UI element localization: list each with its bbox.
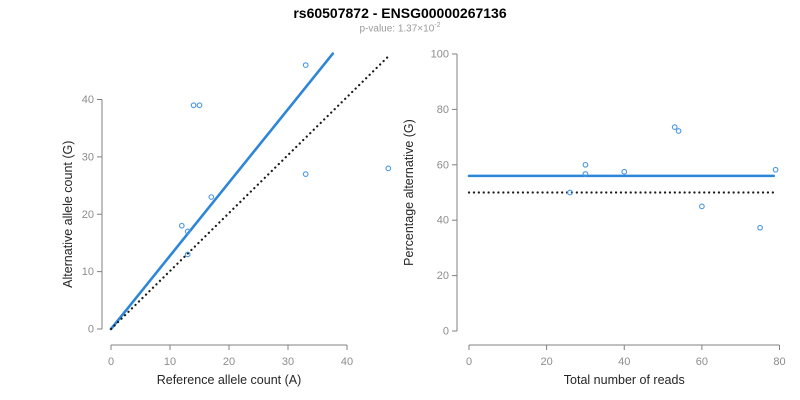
- y-tick-label: 20: [437, 270, 449, 282]
- data-point: [184, 228, 191, 235]
- data-point: [582, 161, 589, 168]
- regression-line: [109, 52, 335, 331]
- x-tick-label: 0: [466, 356, 472, 368]
- y-tick-label: 100: [431, 49, 449, 61]
- x-tick-label: 10: [164, 356, 176, 368]
- data-point: [302, 171, 309, 177]
- x-tick-label: 0: [108, 356, 114, 368]
- x-tick-label: 20: [541, 356, 553, 368]
- p-value-text: p-value: 1.37×10: [359, 23, 435, 35]
- x-tick-label: 20: [223, 356, 235, 368]
- y-tick-label: 60: [437, 159, 449, 171]
- data-point: [757, 224, 763, 231]
- y-axis-title: Alternative allele count (G): [61, 141, 75, 288]
- data-point: [184, 251, 191, 258]
- data-point: [772, 166, 779, 173]
- x-tick-label: 30: [282, 356, 294, 368]
- y-tick-label: 40: [437, 215, 449, 227]
- plot-title: rs60507872 - ENSG00000267136: [293, 5, 507, 21]
- data-point: [671, 124, 678, 130]
- y-tick-label: 0: [88, 324, 94, 336]
- data-point: [208, 194, 215, 200]
- data-point: [178, 222, 185, 229]
- x-axis-title: Total number of reads: [564, 373, 685, 387]
- data-point: [196, 102, 203, 109]
- data-point: [190, 102, 197, 109]
- x-tick-label: 80: [773, 356, 785, 368]
- panel-allele-counts: 0 10 20 30 40 0 10 20 30 40 Reference allele count…: [61, 52, 392, 387]
- y-tick-label: 10: [82, 266, 94, 278]
- x-tick-label: 60: [696, 356, 708, 368]
- data-point: [567, 189, 573, 196]
- y-tick-label: 30: [82, 151, 94, 163]
- panel-percentage-vs-reads: 0 20 40 60 80 100 0 20 40 60 80 Total number of rea…: [402, 49, 786, 388]
- data-point: [582, 171, 589, 177]
- x-tick-label: 40: [618, 356, 630, 368]
- data-point: [302, 62, 309, 68]
- p-value-label: p-value: 1.37×10-2: [0, 22, 800, 34]
- y-tick-label: 40: [82, 94, 94, 106]
- p-value-exponent: -2: [434, 22, 441, 29]
- data-point: [675, 128, 682, 134]
- y-tick-label: 20: [82, 209, 94, 221]
- y-axis-title: Percentage alternative (G): [402, 119, 416, 266]
- y-tick-label: 80: [437, 104, 449, 116]
- data-point: [621, 168, 628, 175]
- x-tick-label: 40: [341, 356, 353, 368]
- x-axis-title: Reference allele count (A): [157, 373, 302, 387]
- identity-line: [109, 55, 390, 331]
- data-point: [385, 165, 392, 172]
- y-tick-label: 0: [443, 326, 449, 338]
- data-point: [699, 203, 705, 210]
